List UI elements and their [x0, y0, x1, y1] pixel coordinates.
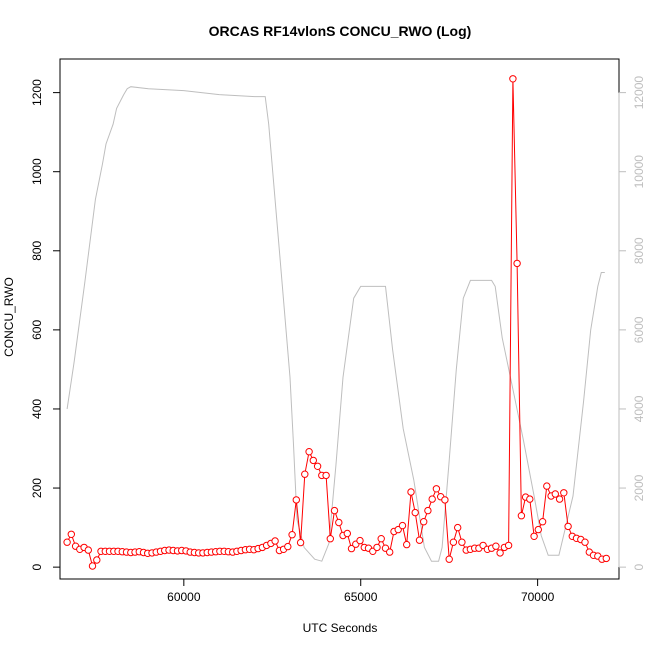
data-point [292, 496, 300, 504]
y-axis-label: CONCU_RWO [2, 277, 16, 357]
data-point [564, 522, 572, 531]
data-point [301, 470, 309, 478]
data-point [288, 531, 296, 539]
data-point [555, 495, 564, 503]
data-point [309, 456, 317, 465]
secondary-series-line [66, 86, 605, 562]
data-point [296, 538, 305, 547]
x-tick-label: 70000 [521, 590, 555, 604]
data-point [454, 523, 462, 532]
data-point [560, 489, 568, 497]
data-point [84, 546, 93, 554]
y-tick-label: 600 [30, 320, 44, 340]
data-point [504, 541, 513, 550]
data-point [534, 525, 542, 534]
y2-tick-label: 12000 [632, 76, 646, 110]
secondary-y-axis: 0 2000 4000 6000 8000 10000 12000 [618, 76, 646, 570]
data-point [551, 490, 559, 498]
x-axis-label: UTC Seconds [303, 621, 378, 635]
data-point [517, 512, 526, 520]
data-point [530, 532, 538, 540]
data-point [538, 518, 547, 526]
y-tick-label: 1200 [30, 79, 44, 106]
data-point [63, 538, 71, 546]
y2-tick-label: 4000 [632, 395, 646, 422]
data-point [458, 538, 466, 546]
data-point [398, 521, 407, 530]
y2-tick-label: 0 [632, 563, 646, 570]
y2-tick-label: 8000 [632, 237, 646, 264]
data-point [543, 482, 551, 490]
data-point [335, 518, 343, 527]
y2-tick-label: 10000 [632, 155, 646, 189]
data-point [356, 536, 364, 545]
x-tick-label: 65000 [344, 590, 378, 604]
data-point [415, 536, 424, 544]
data-point [420, 518, 428, 526]
y-axis: 0 200 400 600 800 1000 1200 [30, 79, 61, 570]
data-point [313, 462, 322, 470]
chart-title: ORCAS RF14vlonS CONCU_RWO (Log) [209, 23, 472, 39]
data-point [581, 538, 589, 546]
data-point [322, 471, 330, 480]
data-point [513, 259, 521, 268]
data-point [373, 543, 381, 552]
y-tick-label: 800 [30, 240, 44, 260]
y-tick-label: 1000 [30, 158, 44, 185]
data-point [305, 448, 313, 456]
data-point [526, 495, 534, 503]
data-point [509, 75, 517, 83]
series-layer [63, 75, 610, 570]
data-point [411, 508, 419, 517]
y2-tick-label: 2000 [632, 474, 646, 501]
data-point [326, 535, 334, 543]
data-point [284, 542, 292, 551]
y-tick-label: 400 [30, 399, 44, 419]
data-point [93, 556, 101, 564]
primary-series-line [66, 78, 607, 568]
data-point [343, 529, 351, 538]
data-point [330, 506, 339, 515]
x-tick-label: 60000 [167, 590, 201, 604]
data-point [428, 495, 436, 503]
y-tick-label: 0 [30, 563, 44, 570]
data-point [445, 555, 453, 563]
data-point [602, 554, 610, 563]
data-point [347, 544, 356, 553]
data-point [407, 488, 415, 496]
x-axis: 60000 65000 70000 [167, 578, 555, 604]
data-point [432, 485, 441, 493]
y2-tick-label: 6000 [632, 316, 646, 343]
data-point [424, 506, 432, 515]
data-point [403, 540, 411, 549]
data-point [88, 562, 97, 570]
data-point [441, 496, 449, 504]
data-point [496, 549, 504, 557]
data-point [449, 538, 458, 546]
data-point [492, 542, 500, 550]
data-point [386, 548, 394, 556]
data-point [67, 530, 76, 538]
data-point [271, 537, 279, 545]
y-tick-label: 200 [30, 478, 44, 498]
data-point [377, 535, 385, 543]
